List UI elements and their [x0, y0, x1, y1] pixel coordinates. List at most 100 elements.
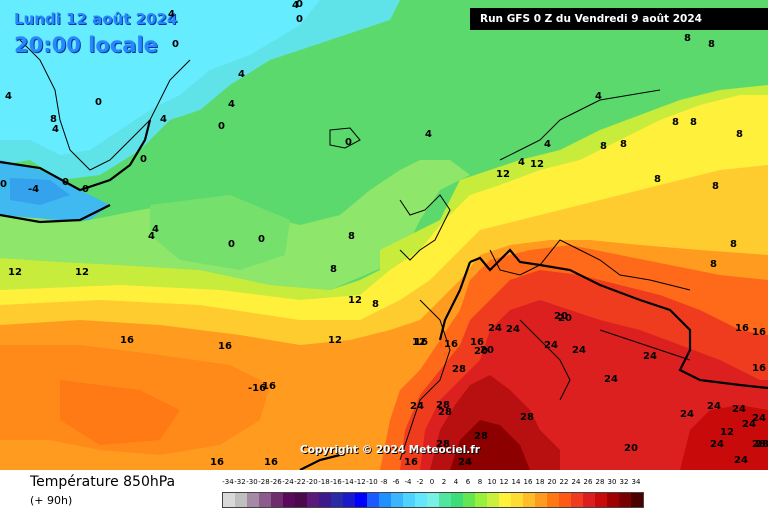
scale-color-swatch [367, 493, 379, 507]
scale-color-swatch [523, 493, 535, 507]
isotherm-label: 24 [734, 455, 748, 466]
scale-tick-label: 18 [535, 478, 545, 486]
isotherm-label: 16 [218, 341, 232, 352]
scale-color-swatch [271, 493, 283, 507]
isotherm-label: 8 [736, 129, 743, 140]
footer: Température 850hPa (+ 90h) -34 -32 -30 -28-… [0, 470, 768, 512]
scale-tick-label: -18 [318, 478, 330, 486]
scale-tick-label: -12 [354, 478, 366, 486]
isotherm-label: 4 [160, 114, 167, 125]
isotherm-label: 12 [530, 159, 544, 170]
isotherm-label: 24 [604, 374, 618, 385]
isotherm-label: 12 [75, 267, 89, 278]
isotherm-label: 4 [518, 157, 525, 168]
scale-tick-label: 22 [559, 478, 569, 486]
isotherm-label: 28 [452, 364, 466, 375]
isotherm-label: 28 [436, 439, 450, 450]
isotherm-label: 8 [620, 139, 627, 150]
isotherm-label: 8 [730, 239, 737, 250]
scale-color-swatch [631, 493, 643, 507]
isotherm-label: 24 [544, 340, 558, 351]
scale-tick-label: 34 [631, 478, 641, 486]
isotherm-label: 4 [152, 224, 159, 235]
scale-color-swatch [283, 493, 295, 507]
scale-color-swatch [259, 493, 271, 507]
scale-color-swatch [499, 493, 511, 507]
isotherm-label: 12 [720, 427, 734, 438]
isotherm-label: 28 [438, 407, 452, 418]
scale-tick-label: -24 [282, 478, 294, 486]
isotherm-label: 16 [120, 335, 134, 346]
isotherm-label: 24 [506, 324, 520, 335]
isotherm-label: 4 [228, 99, 235, 110]
isotherm-label: 8 [690, 117, 697, 128]
isotherm-label: 12 [412, 337, 426, 348]
scale-tick-label: 28 [595, 478, 605, 486]
scale-tick-label: -22 [294, 478, 306, 486]
isotherm-label: 24 [643, 351, 657, 362]
run-banner: Run GFS 0 Z du Vendredi 9 août 2024 [470, 8, 768, 30]
temperature-map [0, 0, 768, 470]
isotherm-label: 0 [345, 137, 352, 148]
scale-tick-label: -6 [392, 478, 400, 486]
isotherm-label: 24 [572, 345, 586, 356]
isotherm-label: 28 [474, 431, 488, 442]
scale-tick-label: -34 [222, 478, 234, 486]
color-scale-bar [222, 492, 644, 508]
scale-color-swatch [247, 493, 259, 507]
isotherm-label: 0 [218, 121, 225, 132]
scale-tick-label: 8 [477, 478, 483, 486]
scale-color-swatch [571, 493, 583, 507]
isotherm-label: 28 [752, 439, 766, 450]
isotherm-label: 24 [732, 404, 746, 415]
scale-color-swatch [487, 493, 499, 507]
scale-color-swatch [595, 493, 607, 507]
scale-tick-label: 6 [465, 478, 471, 486]
isotherm-label: 24 [680, 409, 694, 420]
isotherm-label: -16 [248, 383, 267, 394]
isotherm-label: 16 [414, 337, 428, 348]
isotherm-label: 8 [684, 33, 691, 44]
isotherm-label: 8 [712, 181, 719, 192]
scale-tick-label: 12 [499, 478, 509, 486]
isotherm-label: 8 [600, 141, 607, 152]
map-canvas [0, 0, 768, 470]
isotherm-label: 28 [520, 412, 534, 423]
scale-tick-label: 20 [547, 478, 557, 486]
scale-color-swatch [355, 493, 367, 507]
isotherm-label: 0 [140, 154, 147, 165]
scale-tick-label: -14 [342, 478, 354, 486]
scale-tick-label: -30 [246, 478, 258, 486]
isotherm-label: 20 [624, 443, 638, 454]
isotherm-label: 16 [264, 457, 278, 468]
scale-color-swatch [607, 493, 619, 507]
isotherm-label: 12 [496, 169, 510, 180]
scale-tick-label: 16 [523, 478, 533, 486]
isotherm-label: 16 [210, 457, 224, 468]
isotherm-label: 4 [425, 129, 432, 140]
isotherm-label: 20 [480, 345, 494, 356]
isotherm-label: 8 [348, 231, 355, 242]
isotherm-label: 0 [228, 239, 235, 250]
isotherm-label: 16 [404, 457, 418, 468]
scale-color-swatch [235, 493, 247, 507]
scale-color-swatch [451, 493, 463, 507]
scale-color-swatch [583, 493, 595, 507]
scale-tick-label: -16 [330, 478, 342, 486]
isotherm-label: 8 [50, 114, 57, 125]
isotherm-label: 8 [710, 259, 717, 270]
isotherm-label: 12 [348, 295, 362, 306]
scale-tick-label: -32 [234, 478, 246, 486]
isotherm-label: 4 [168, 9, 175, 20]
scale-color-swatch [379, 493, 391, 507]
isotherm-label: 24 [707, 401, 721, 412]
scale-tick-label: -28 [258, 478, 270, 486]
isotherm-label: 8 [372, 299, 379, 310]
scale-color-swatch [295, 493, 307, 507]
scale-tick-label: 14 [511, 478, 521, 486]
scale-color-swatch [403, 493, 415, 507]
scale-tick-label: 26 [583, 478, 593, 486]
scale-tick-label: -26 [270, 478, 282, 486]
scale-color-swatch [223, 493, 235, 507]
scale-tick-label: 24 [571, 478, 581, 486]
